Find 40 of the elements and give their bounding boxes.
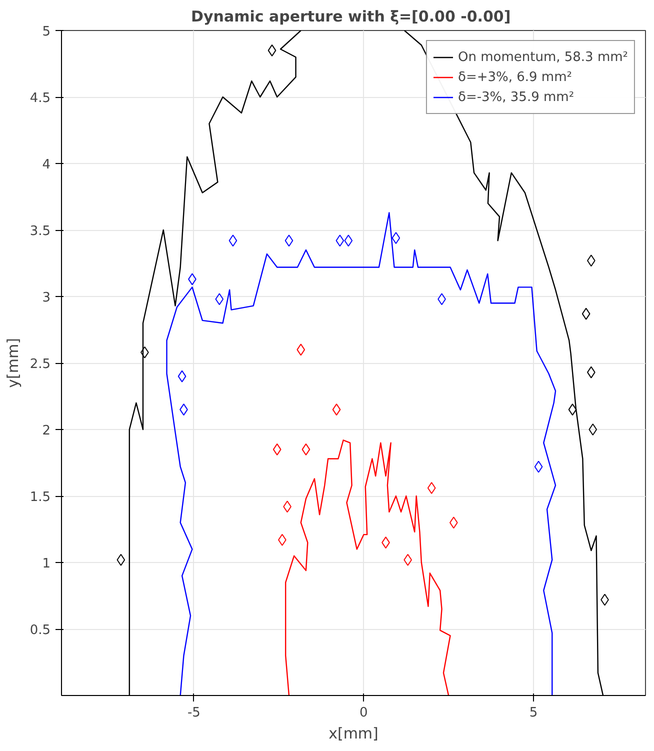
point: [336, 234, 344, 247]
y-tick-label: 4.5: [30, 91, 51, 106]
point: [582, 308, 590, 320]
point: [116, 554, 126, 566]
point: [449, 516, 458, 529]
point: [268, 44, 276, 56]
point: [344, 234, 353, 247]
point: [392, 232, 400, 244]
y-tick-label: 3: [42, 290, 51, 306]
line-series: [166, 212, 556, 696]
y-tick-label: 4: [42, 158, 51, 172]
x-tick-label: 0: [360, 706, 368, 720]
point: [272, 443, 282, 456]
y-tick-label: 5: [42, 24, 51, 40]
point: [568, 404, 577, 416]
y-axis-title: y[mm]: [4, 338, 22, 388]
x-tick-label: 5: [529, 706, 538, 720]
legend-label: δ=+3%, 6.9 mm²: [458, 70, 572, 84]
point: [296, 344, 306, 356]
y-tick-label: 1: [42, 556, 51, 572]
point: [332, 404, 341, 416]
y-tick-label: 1.5: [30, 490, 51, 505]
point: [302, 443, 310, 456]
x-axis-title: x[mm]: [328, 724, 378, 742]
y-tick-label: 3.5: [30, 224, 51, 239]
point: [534, 460, 543, 473]
point: [588, 424, 598, 436]
y-tick-label: 2.5: [30, 357, 51, 372]
point: [228, 234, 238, 247]
chart-title: Dynamic aperture with ξ=[0.00 -0.00]: [191, 8, 511, 26]
point: [284, 234, 294, 247]
x-tick-label: -5: [187, 706, 200, 720]
legend-label: δ=-3%, 35.9 mm²: [458, 90, 574, 104]
point: [427, 482, 436, 494]
point: [178, 370, 186, 382]
y-tick-label: 2: [42, 424, 51, 438]
y-tick-label: 0.5: [30, 623, 51, 638]
line-series: [284, 440, 451, 696]
legend-label: On momentum, 58.3 mm²: [458, 50, 628, 64]
point: [215, 293, 224, 306]
